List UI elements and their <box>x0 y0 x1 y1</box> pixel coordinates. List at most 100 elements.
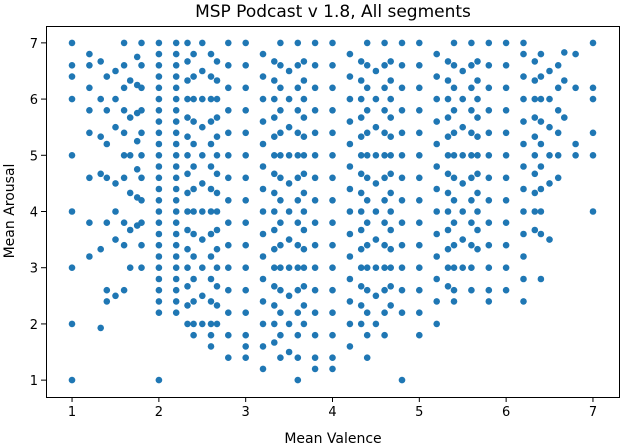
scatter-point <box>444 170 452 178</box>
scatter-point <box>381 331 388 339</box>
scatter-point <box>271 302 278 309</box>
scatter-point <box>433 50 441 58</box>
scatter-point <box>554 84 562 92</box>
scatter-point <box>474 58 481 65</box>
scatter-point <box>485 129 493 137</box>
scatter-point <box>485 286 493 294</box>
scatter-point <box>172 50 180 58</box>
scatter-point <box>172 208 180 215</box>
scatter-point <box>561 49 568 56</box>
scatter-point <box>103 286 111 294</box>
scatter-point <box>190 95 197 103</box>
scatter-point <box>155 230 163 238</box>
scatter-point <box>184 95 191 103</box>
scatter-point <box>537 118 545 125</box>
scatter-point <box>285 67 293 75</box>
x-tick-label: 1 <box>68 405 76 420</box>
scatter-point <box>207 331 215 339</box>
scatter-point <box>277 264 284 272</box>
scatter-point <box>387 95 395 103</box>
scatter-point <box>546 123 553 131</box>
scatter-point <box>502 39 510 47</box>
y-tick-label: 5 <box>30 149 38 164</box>
scatter-point <box>138 62 145 69</box>
scatter-point <box>372 236 380 243</box>
scatter-point <box>97 58 104 65</box>
scatter-point <box>126 114 134 121</box>
scatter-point <box>300 302 308 309</box>
scatter-point <box>242 84 249 92</box>
scatter-point <box>126 77 134 84</box>
scatter-point <box>537 50 545 58</box>
scatter-point <box>190 140 197 148</box>
scatter-point <box>387 283 395 290</box>
scatter-point <box>450 298 458 305</box>
scatter-point <box>199 67 206 75</box>
scatter-point <box>207 298 215 305</box>
scatter-point <box>502 62 510 69</box>
scatter-point <box>207 253 215 260</box>
scatter-point <box>485 39 493 47</box>
scatter-point <box>381 219 388 226</box>
scatter-point <box>554 62 562 69</box>
scatter-point <box>398 62 406 69</box>
scatter-point <box>277 331 284 339</box>
scatter-point <box>112 123 119 131</box>
scatter-point <box>329 241 336 249</box>
scatter-point <box>155 95 163 103</box>
scatter-point <box>444 226 452 234</box>
scatter-point <box>387 302 395 309</box>
scatter-point <box>300 245 308 253</box>
scatter-point <box>207 320 215 328</box>
scatter-point <box>103 219 111 226</box>
x-axis: 1 2 3 4 5 6 7 <box>68 397 597 420</box>
scatter-point <box>213 189 221 197</box>
scatter-point <box>468 286 475 294</box>
scatter-point <box>259 208 267 215</box>
scatter-point <box>259 50 267 58</box>
scatter-point <box>285 264 293 272</box>
scatter-point <box>485 84 493 92</box>
scatter-point <box>199 208 206 215</box>
scatter-point <box>259 298 267 305</box>
scatter-point <box>485 241 493 249</box>
scatter-point <box>207 275 215 283</box>
scatter-point <box>459 208 467 215</box>
scatter-point <box>444 264 452 272</box>
scatter-point <box>133 53 141 61</box>
scatter-point <box>433 275 441 283</box>
scatter-point <box>213 77 221 84</box>
scatter-point <box>294 376 302 384</box>
scatter-point <box>68 376 76 384</box>
scatter-point <box>242 174 249 182</box>
scatter-point <box>225 152 232 159</box>
scatter-point <box>172 197 180 204</box>
scatter-point <box>277 174 284 182</box>
scatter-point <box>357 58 365 65</box>
scatter-point <box>271 152 278 159</box>
scatter-point <box>190 118 197 125</box>
scatter-point <box>225 264 232 272</box>
scatter-point <box>444 152 452 159</box>
scatter-point <box>271 77 278 84</box>
scatter-point <box>433 320 441 328</box>
scatter-point <box>572 84 579 92</box>
scatter-point <box>207 230 215 238</box>
scatter-point <box>294 107 302 114</box>
scatter-point <box>311 354 319 362</box>
scatter-point <box>155 376 163 384</box>
scatter-point <box>225 39 232 47</box>
scatter-point <box>133 166 141 173</box>
scatter-point <box>502 174 510 182</box>
scatter-point <box>546 95 553 103</box>
scatter-point <box>346 140 354 148</box>
scatter-point <box>225 241 232 249</box>
scatter-point <box>172 219 180 226</box>
scatter-point <box>184 77 191 84</box>
scatter-point <box>387 170 395 178</box>
y-tick-label: 7 <box>30 37 38 52</box>
scatter-point <box>502 264 510 272</box>
scatter-point <box>138 219 145 226</box>
scatter-point <box>520 163 527 170</box>
scatter-point <box>589 208 597 215</box>
